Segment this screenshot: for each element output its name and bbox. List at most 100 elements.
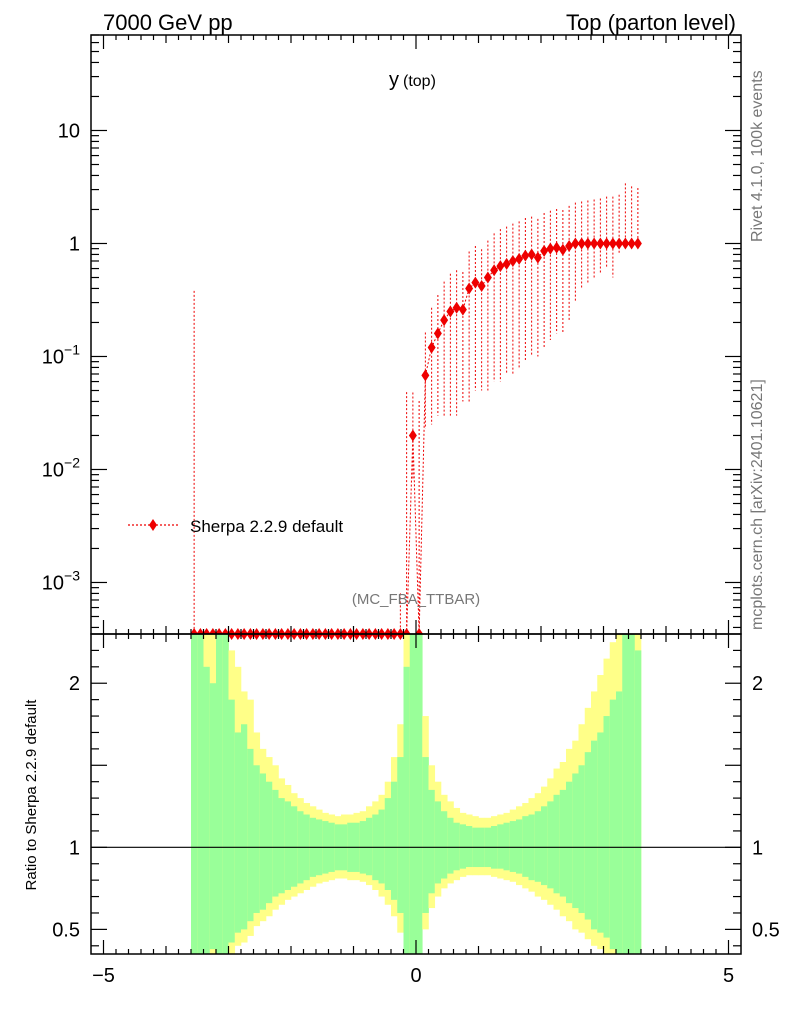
ratio-band-inner [222, 634, 229, 954]
ratio-band-inner [634, 650, 642, 954]
ratio-band-inner [284, 801, 292, 890]
source-label: mcplots.cern.ch [arXiv:2401.10621] [749, 379, 766, 630]
ratio-band-inner [447, 817, 454, 874]
data-point [546, 242, 555, 255]
ratio-band-inner [566, 781, 573, 904]
ratio-band-inner [397, 757, 404, 913]
ratio-ylabel: Ratio to Sherpa 2.2.9 default [23, 699, 40, 891]
ratio-band-inner [609, 699, 617, 950]
rivet-version-label: Rivet 4.1.0, 100k events [749, 70, 766, 242]
ratio-band-inner [403, 666, 411, 954]
ratio-band-inner [428, 789, 436, 894]
data-point [602, 237, 611, 250]
data-point [477, 280, 486, 293]
data-point [465, 282, 474, 295]
y-tick-base: 10 [58, 120, 80, 142]
data-point [508, 254, 517, 267]
x-tick-label: 5 [723, 965, 734, 987]
ratio-band-inner [216, 634, 223, 954]
data-point [521, 249, 530, 262]
ratio-band-inner [603, 716, 611, 938]
ratio-band-inner [497, 824, 504, 869]
analysis-label: (MC_FBA_TTBAR) [352, 591, 480, 608]
ratio-band-inner [559, 789, 567, 897]
data-point [440, 314, 449, 327]
y-tick-label: 10−2 [42, 454, 80, 481]
legend-marker [149, 519, 157, 531]
data-point [627, 237, 636, 250]
ratio-band-inner [584, 752, 592, 920]
x-tick-label: −5 [92, 965, 115, 987]
data-point [565, 240, 574, 253]
data-point [533, 251, 542, 264]
ratio-band-inner [453, 822, 461, 871]
ratio-band-inner [291, 806, 298, 887]
ratio-band-inner [197, 634, 204, 954]
ratio-band-inner [234, 732, 242, 933]
x-tick-label: 0 [410, 965, 421, 987]
ratio-band-inner [616, 691, 623, 954]
ratio-band-inner [409, 634, 417, 954]
data-point [527, 248, 536, 261]
ratio-band-inner [247, 748, 254, 922]
data-point [452, 301, 461, 314]
data-point [483, 271, 492, 284]
energy-label: 7000 GeV pp [103, 10, 233, 35]
y-tick-base: 10 [42, 346, 64, 368]
ratio-band-inner [378, 809, 386, 884]
data-point [502, 257, 511, 270]
y-tick-label: 10−3 [42, 567, 80, 594]
ratio-band-inner [534, 811, 542, 882]
data-point [615, 237, 624, 250]
process-label: Top (parton level) [566, 10, 736, 35]
data-point [596, 237, 605, 250]
ratio-tick-label-right: 0.5 [752, 919, 780, 941]
data-point [433, 327, 442, 340]
data-point [427, 341, 436, 354]
ratio-band-inner [503, 822, 511, 871]
ratio-band-inner [509, 821, 517, 872]
ratio-band-inner [416, 634, 423, 954]
data-point [446, 305, 455, 318]
data-point [558, 243, 567, 256]
ratio-tick-label-left: 0.5 [52, 919, 80, 941]
ratio-panel [91, 634, 741, 954]
ratio-band-inner [622, 634, 629, 954]
y-tick-label: 10 [58, 120, 80, 142]
title-sub: (top) [403, 73, 436, 90]
ratio-band-inner [522, 816, 529, 877]
ratio-tick-label-left: 2 [69, 673, 80, 695]
ratio-band-inner [466, 826, 473, 868]
data-point [552, 241, 561, 254]
ratio-band-inner [541, 806, 548, 886]
data-point [540, 244, 549, 257]
data-point [471, 276, 480, 289]
data-point [621, 237, 630, 250]
y-tick-exponent: −3 [64, 567, 80, 583]
y-tick-base: 10 [42, 459, 64, 481]
main-panel [190, 183, 642, 640]
data-point [590, 237, 599, 250]
data-point [608, 237, 617, 250]
ratio-band-inner [591, 740, 598, 930]
ratio-tick-label-left: 1 [69, 837, 80, 859]
y-tick-base: 10 [42, 572, 64, 594]
ratio-band-inner [628, 634, 636, 954]
ratio-band-inner [384, 798, 392, 890]
data-point [408, 429, 417, 442]
ratio-band-inner [547, 801, 554, 889]
data-point [490, 264, 499, 277]
y-tick-exponent: −1 [64, 341, 80, 357]
ratio-band-inner [459, 824, 467, 869]
plot-title: y (top) [389, 69, 436, 91]
ratio-band-inner [578, 765, 586, 913]
y-tick-label: 10−1 [42, 341, 80, 368]
ratio-band-inner [241, 724, 248, 930]
ratio-band-inner [278, 798, 286, 894]
legend-label: Sherpa 2.2.9 default [190, 517, 343, 536]
ratio-band-inner [272, 789, 279, 897]
ratio-band-inner [516, 819, 523, 874]
ratio-band-inner [209, 683, 217, 950]
